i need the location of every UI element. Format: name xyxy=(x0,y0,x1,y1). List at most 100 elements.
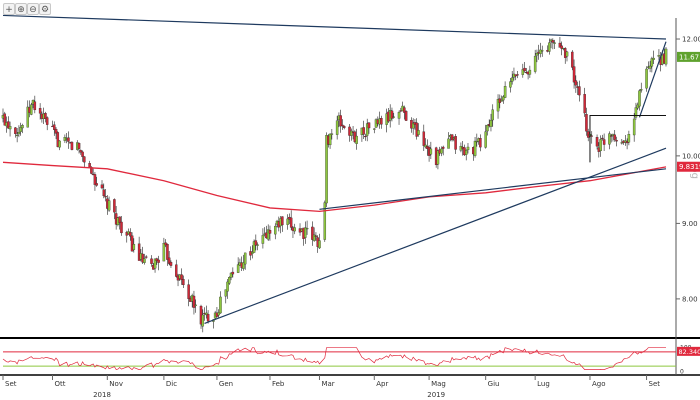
candle xyxy=(565,50,569,62)
candle xyxy=(83,156,86,168)
candle-body xyxy=(79,150,83,153)
candle xyxy=(217,309,220,318)
candle xyxy=(14,126,17,138)
price-label: 9.8319 xyxy=(677,161,700,172)
candle xyxy=(355,128,358,150)
candle-body xyxy=(664,48,668,65)
candle-body xyxy=(70,142,74,150)
candle xyxy=(380,115,383,129)
candle-body xyxy=(535,53,539,56)
candle xyxy=(510,70,514,85)
candle xyxy=(608,131,611,150)
candle xyxy=(118,216,121,230)
candle-body xyxy=(350,130,353,136)
candle-body xyxy=(323,202,327,240)
candle xyxy=(180,268,183,285)
settings-icon[interactable]: ⚙ xyxy=(39,3,51,15)
candle-body xyxy=(102,189,106,197)
candle xyxy=(424,138,427,149)
candle xyxy=(236,257,240,273)
candle-body xyxy=(390,110,394,119)
candle xyxy=(93,172,97,191)
candle-body xyxy=(45,117,49,125)
candle xyxy=(645,66,648,92)
candle xyxy=(104,188,107,202)
trendline xyxy=(638,41,667,118)
candle xyxy=(293,223,296,235)
candle xyxy=(88,160,91,168)
candle xyxy=(38,103,42,120)
candle-body xyxy=(254,240,258,246)
candle xyxy=(15,128,19,143)
candle xyxy=(509,77,512,93)
candle-body xyxy=(224,289,228,297)
candle-body xyxy=(417,130,420,135)
candle xyxy=(496,94,500,119)
candle-body xyxy=(26,106,30,128)
candle-body xyxy=(411,122,415,129)
oscillator-value-bg xyxy=(677,346,700,356)
trendline xyxy=(2,14,667,40)
candle-body xyxy=(157,259,160,263)
candle-body xyxy=(155,258,159,262)
candle-body xyxy=(33,101,37,111)
candle xyxy=(325,132,328,208)
price-label-bg xyxy=(677,161,700,172)
candle-body xyxy=(440,148,443,154)
candle-body xyxy=(67,137,70,142)
candle-body xyxy=(56,132,60,147)
candle-body xyxy=(648,65,652,69)
candle xyxy=(648,60,652,73)
crosshair-icon[interactable]: + xyxy=(3,3,15,15)
candle xyxy=(367,122,371,134)
candle xyxy=(609,133,613,143)
price-plot-area xyxy=(3,18,676,336)
zoom-in-icon[interactable]: ⊕ xyxy=(15,3,27,15)
candle xyxy=(417,123,420,137)
candle xyxy=(251,245,254,259)
candle xyxy=(141,246,144,264)
oscillator-line xyxy=(2,347,666,371)
candle-body xyxy=(397,112,401,119)
candle xyxy=(473,136,477,158)
candle xyxy=(281,216,284,232)
candle xyxy=(314,232,318,241)
candle-body xyxy=(571,51,574,68)
candle xyxy=(56,131,60,148)
candle xyxy=(7,116,10,129)
candle xyxy=(578,80,581,102)
candle xyxy=(558,37,562,48)
candle xyxy=(70,140,74,151)
candle xyxy=(53,121,56,136)
candle xyxy=(489,113,493,132)
candle xyxy=(228,276,231,285)
candle-body xyxy=(81,151,84,157)
candle-body xyxy=(380,118,383,125)
candle xyxy=(231,267,235,278)
candle-body xyxy=(206,314,210,322)
candle-body xyxy=(565,51,569,57)
moving-average-line xyxy=(2,161,667,213)
candle xyxy=(256,242,259,251)
zoom-out-icon[interactable]: ⊖ xyxy=(27,3,39,15)
candle xyxy=(422,124,426,152)
y-tick-label: 12.00 xyxy=(682,36,700,44)
candle-body xyxy=(104,196,107,198)
candle xyxy=(638,89,641,111)
candle xyxy=(21,123,24,134)
candle-body xyxy=(100,184,104,189)
candle-body xyxy=(447,138,450,149)
candle xyxy=(206,310,210,324)
trendline xyxy=(319,168,667,210)
candle-body xyxy=(335,120,339,135)
candle xyxy=(157,255,160,271)
candle-body xyxy=(318,240,321,249)
candle xyxy=(229,272,233,281)
candle-body xyxy=(638,90,641,107)
candle xyxy=(254,234,258,251)
x-tick-label: Set xyxy=(649,380,661,388)
candle xyxy=(201,309,205,333)
candle-body xyxy=(645,68,648,89)
candle xyxy=(342,125,346,130)
candle xyxy=(30,102,33,116)
